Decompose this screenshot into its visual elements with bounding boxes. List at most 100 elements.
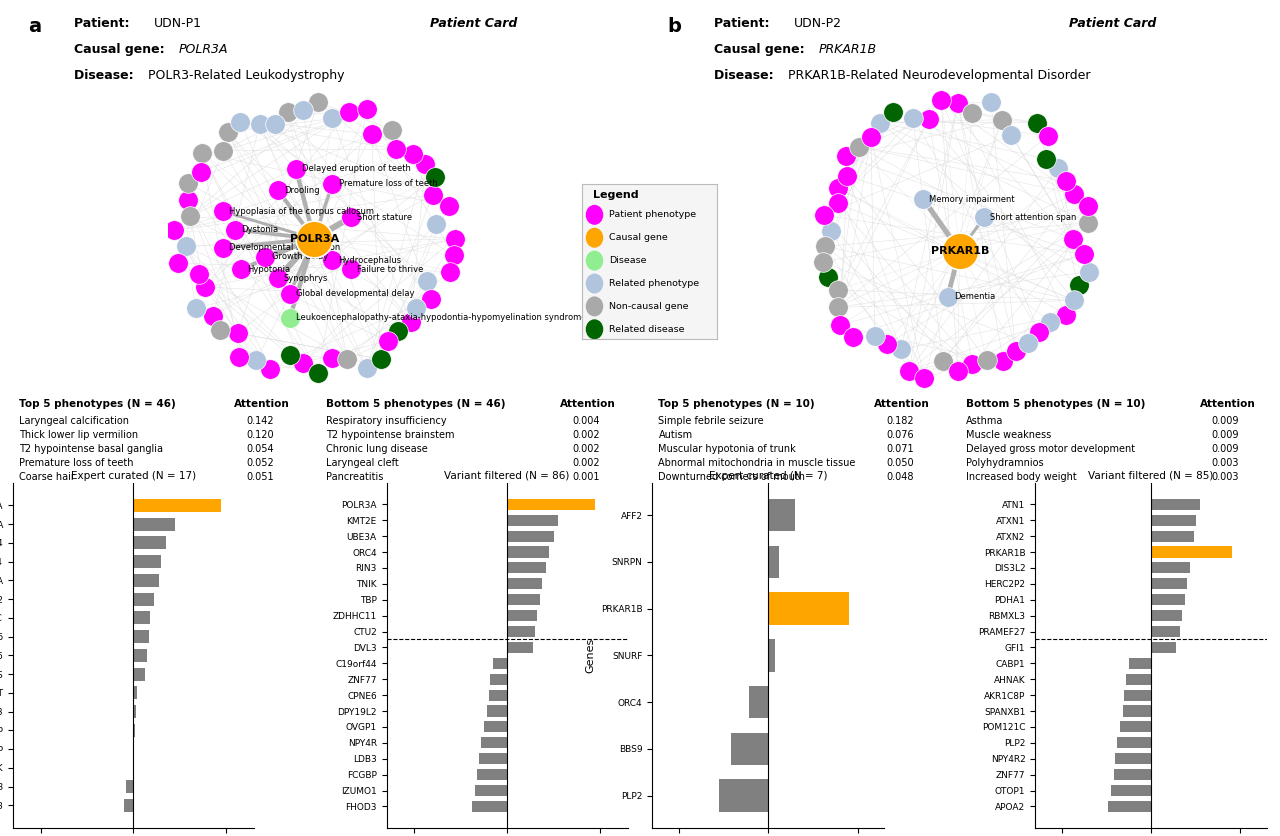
Text: Autism: Autism — [658, 431, 692, 441]
Text: Patient Card: Patient Card — [1069, 17, 1157, 30]
Point — [195, 280, 215, 293]
Point — [914, 372, 934, 385]
Point — [1029, 326, 1050, 339]
Text: Muscle weakness: Muscle weakness — [966, 431, 1051, 441]
Point — [279, 287, 300, 300]
Point — [415, 157, 435, 171]
Point — [188, 268, 209, 281]
Point — [292, 104, 312, 117]
Point — [417, 274, 438, 288]
Point — [214, 144, 234, 157]
Bar — [507, 515, 558, 526]
Bar — [133, 611, 150, 624]
Text: Legend: Legend — [593, 190, 639, 200]
Bar — [719, 779, 768, 812]
Y-axis label: Genes: Genes — [585, 638, 595, 673]
Text: Simple febrile seizure: Simple febrile seizure — [658, 416, 764, 426]
Text: Short stature: Short stature — [357, 213, 412, 222]
Bar — [133, 630, 150, 643]
Text: Bottom 5 phenotypes (N = 10): Bottom 5 phenotypes (N = 10) — [966, 400, 1146, 410]
Title: Variant filtered (N = 85): Variant filtered (N = 85) — [1088, 471, 1213, 481]
Text: 0.001: 0.001 — [572, 472, 600, 482]
Bar — [731, 732, 768, 765]
Bar — [1115, 753, 1151, 764]
Text: Abnormal mitochondria in muscle tissue: Abnormal mitochondria in muscle tissue — [658, 458, 856, 468]
Bar — [477, 769, 507, 780]
Point — [815, 240, 836, 253]
Bar — [489, 690, 507, 701]
Point — [1064, 293, 1084, 307]
Text: UDN-P2: UDN-P2 — [794, 17, 842, 30]
Bar — [507, 547, 549, 558]
Point — [279, 349, 300, 362]
Point — [378, 334, 398, 348]
Bar — [133, 536, 166, 549]
Point — [1005, 344, 1025, 358]
Text: Muscular hypotonia of trunk: Muscular hypotonia of trunk — [658, 444, 796, 454]
Text: Laryngeal calcification: Laryngeal calcification — [19, 416, 129, 426]
Text: Related disease: Related disease — [609, 325, 685, 334]
Text: 0.009: 0.009 — [1212, 444, 1239, 454]
Text: T2 hypointense basal ganglia: T2 hypointense basal ganglia — [19, 444, 163, 454]
Text: Laryngeal cleft: Laryngeal cleft — [326, 458, 399, 468]
Text: Coarse hair: Coarse hair — [19, 472, 74, 482]
Text: 0.120: 0.120 — [247, 431, 274, 441]
Text: Increased body weight: Increased body weight — [966, 472, 1076, 482]
Bar — [768, 639, 776, 672]
Point — [278, 105, 298, 119]
Point — [308, 366, 329, 380]
Bar — [1151, 642, 1176, 653]
Bar — [133, 499, 221, 512]
Bar — [507, 642, 532, 653]
Text: Patient:: Patient: — [714, 17, 773, 30]
Text: Premature loss of teeth: Premature loss of teeth — [338, 180, 438, 188]
Bar — [133, 686, 137, 700]
Point — [385, 142, 406, 155]
Text: Developmental regression: Developmental regression — [229, 243, 340, 252]
Point — [293, 356, 314, 370]
Text: Delayed gross motor development: Delayed gross motor development — [966, 444, 1135, 454]
Point — [212, 241, 233, 254]
Point — [918, 113, 938, 126]
Point — [425, 170, 445, 183]
Text: Memory impairment: Memory impairment — [929, 195, 1015, 204]
Point — [860, 130, 881, 143]
Point — [899, 364, 919, 377]
Point — [891, 343, 911, 356]
Point — [849, 140, 869, 153]
Text: Growth delay: Growth delay — [271, 252, 328, 262]
Text: b: b — [668, 17, 681, 36]
Bar — [1126, 674, 1151, 685]
Point — [1001, 128, 1021, 141]
Point — [1036, 152, 1056, 166]
Point — [827, 301, 847, 314]
Text: PRKAR1B: PRKAR1B — [818, 43, 877, 56]
Text: Patient phenotype: Patient phenotype — [609, 211, 696, 219]
Title: Expert curated (N = 7): Expert curated (N = 7) — [709, 471, 828, 481]
Point — [340, 211, 361, 224]
Point — [439, 200, 460, 213]
Text: 0.051: 0.051 — [247, 472, 274, 482]
Point — [338, 105, 358, 119]
Point — [265, 117, 285, 130]
Point — [303, 232, 324, 246]
Text: Causal gene:: Causal gene: — [74, 43, 169, 56]
Point — [842, 330, 863, 344]
Text: Global developmental delay: Global developmental delay — [296, 289, 415, 298]
Point — [1069, 278, 1089, 292]
Bar — [768, 499, 795, 532]
Bar — [133, 649, 147, 662]
Text: Top 5 phenotypes (N = 10): Top 5 phenotypes (N = 10) — [658, 400, 815, 410]
Text: 0.002: 0.002 — [572, 458, 600, 468]
Circle shape — [586, 297, 603, 316]
Point — [828, 181, 849, 195]
Point — [947, 364, 968, 378]
Bar — [475, 785, 507, 796]
Point — [1039, 315, 1060, 329]
Text: Top 5 phenotypes (N = 46): Top 5 phenotypes (N = 46) — [19, 400, 175, 410]
Point — [361, 128, 381, 141]
Text: PRKAR1B: PRKAR1B — [931, 246, 989, 256]
Text: a: a — [28, 17, 41, 36]
Point — [186, 302, 206, 315]
Point — [308, 95, 329, 109]
